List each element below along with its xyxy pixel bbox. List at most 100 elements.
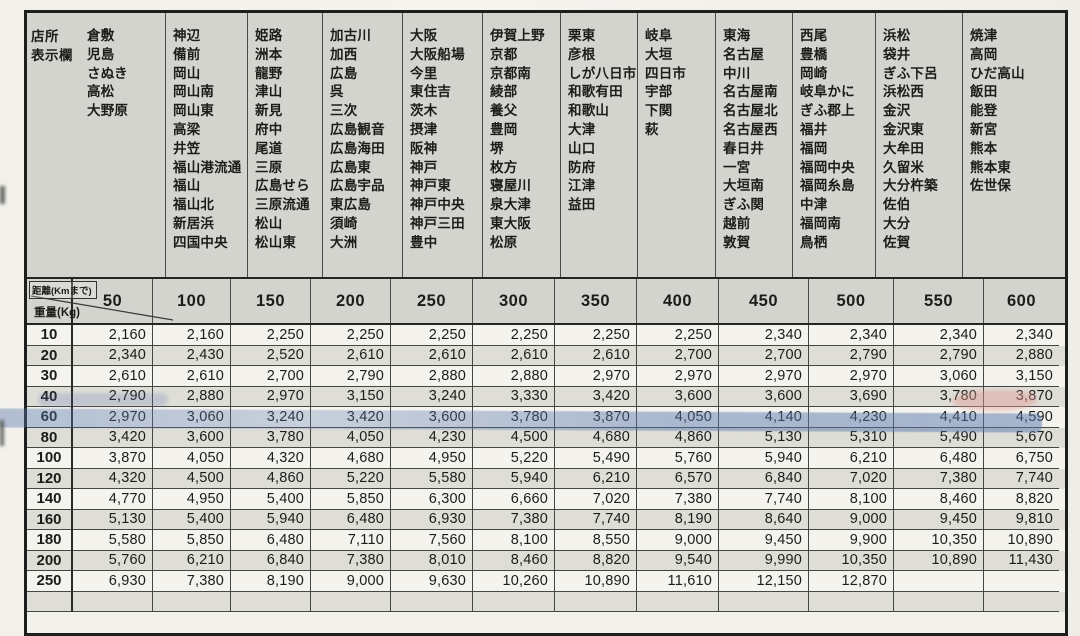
- station-name: 大垣南: [723, 178, 765, 194]
- station-name: 枚方: [490, 159, 518, 175]
- station-cell: 焼津 高岡 ひだ高山 飯田 能登 新宮 熊本 熊本東 佐世保: [963, 13, 1059, 277]
- station-name: ぎふ関: [723, 197, 765, 213]
- station-name: 佐賀: [883, 234, 911, 250]
- rate-cell: 2,610: [153, 366, 231, 387]
- station-name: 名古屋西: [723, 121, 778, 137]
- rate-cell: 6,840: [719, 468, 809, 489]
- rate-cell: 2,340: [73, 345, 153, 366]
- station-name: 備前: [173, 46, 201, 62]
- rate-cell: 3,870: [73, 448, 153, 469]
- rate-cell: [231, 591, 311, 612]
- station-name: 四日市: [645, 65, 687, 81]
- station-name: 大分杵築: [883, 178, 938, 194]
- station-name: 京都: [490, 46, 518, 62]
- weight-cell: 120: [27, 468, 73, 489]
- station-name: 福岡中央: [800, 159, 855, 175]
- rate-cell: 12,870: [809, 571, 894, 592]
- distance-header-cell: 350: [555, 279, 637, 323]
- station-name: 名古屋南: [723, 84, 778, 100]
- station-name: 広島東: [330, 159, 372, 175]
- station-cell: 東海 名古屋 中川 名古屋南 名古屋北 名古屋西 春日井 一宮 大垣南 ぎふ関 越前 敦賀: [716, 13, 793, 277]
- station-name: 広島海田: [330, 140, 385, 156]
- rate-cell: 3,060: [894, 366, 984, 387]
- rate-cell: [637, 591, 719, 612]
- station-cell: 加古川 加西 広島呉三次 広島観音 広島海田 広島東 広島宇品 東広島 須崎 大洲: [323, 13, 403, 277]
- rate-cell: 3,600: [153, 427, 231, 448]
- rate-cell: 2,700: [637, 345, 719, 366]
- station-name: 福山: [173, 178, 201, 194]
- station-name: 東住吉: [410, 84, 452, 100]
- rate-cell: 2,790: [311, 366, 391, 387]
- rate-cell: 8,460: [473, 550, 555, 571]
- table-row: 60 2,970 3,060 3,240 3,420 3,600 3,780 3,870 4,0…: [27, 407, 1065, 428]
- rate-cell: 2,610: [555, 345, 637, 366]
- rate-cell: 12,150: [719, 571, 809, 592]
- rate-cell: 9,900: [809, 530, 894, 551]
- station-cell: 大阪 大阪船場 今里 東住吉 茨木 摂津 阪神 神戸 神戸東 神戸中央 神戸三田 豊中: [403, 13, 483, 277]
- station-name: 松原: [490, 234, 518, 250]
- rate-cell: 6,300: [391, 489, 473, 510]
- rate-cell: [311, 591, 391, 612]
- station-name: 福岡糸島: [800, 178, 855, 194]
- station-name: 名古屋北: [723, 103, 778, 119]
- station-name: 広島: [330, 65, 358, 81]
- rate-cell: 2,970: [231, 386, 311, 407]
- table-row: 250 6,930 7,380 8,190 9,000 9,630 10,260 10,890…: [27, 571, 1065, 592]
- rate-cell: 6,930: [391, 509, 473, 530]
- rate-cell: [984, 592, 1059, 612]
- rate-cell: 7,740: [719, 489, 809, 510]
- rate-cell: 2,340: [719, 325, 809, 346]
- rate-cell: 2,970: [809, 366, 894, 387]
- rate-cell: 2,340: [984, 325, 1059, 346]
- rate-cell: 7,380: [473, 509, 555, 530]
- station-name: 井笠: [173, 140, 201, 156]
- station-list: 倉敷 児島 さぬき 高松 大野原: [87, 27, 163, 277]
- rate-cell: 9,540: [637, 550, 719, 571]
- station-name: 防府: [568, 159, 596, 175]
- station-name: 豊中: [410, 234, 438, 250]
- station-name: 府中: [255, 121, 283, 137]
- station-name: 新居浜: [173, 215, 215, 231]
- rate-cell: 5,490: [894, 427, 984, 448]
- rate-cell: 6,210: [555, 468, 637, 489]
- station-name: 茨木: [410, 103, 438, 119]
- station-names-band: 店所 表示欄 倉敷 児島 さぬき 高松 大野原 神辺 備前 岡山 岡山南 岡山東 高梁 井笠 福山港流…: [27, 13, 1065, 279]
- station-name: 姫路: [255, 28, 283, 43]
- station-name: 宇部: [645, 84, 673, 100]
- rate-table-sheet: 店所 表示欄 倉敷 児島 さぬき 高松 大野原 神辺 備前 岡山 岡山南 岡山東 高梁 井笠 福山港流…: [24, 10, 1068, 636]
- rate-cell: 4,050: [153, 448, 231, 469]
- table-row: 80 3,420 3,600 3,780 4,050 4,230 4,500 4,680 4,8…: [27, 427, 1065, 448]
- rate-cell: 2,970: [73, 407, 153, 428]
- station-name: 大分: [883, 215, 911, 231]
- weight-cell: 250: [27, 571, 73, 592]
- weight-cell: 200: [27, 550, 73, 571]
- rate-cell: 5,760: [637, 448, 719, 469]
- rate-cell: 8,820: [984, 489, 1059, 510]
- rate-cell: [73, 591, 153, 612]
- distance-header-cell: 100: [153, 279, 231, 323]
- station-name: 中津: [800, 197, 828, 213]
- rate-cell: 4,860: [231, 468, 311, 489]
- rate-cell: 8,190: [637, 509, 719, 530]
- station-name: 東海: [723, 28, 751, 43]
- station-name: 倉敷: [87, 28, 115, 43]
- rate-cell: 7,020: [555, 489, 637, 510]
- rate-cell: 6,210: [809, 448, 894, 469]
- station-name: 焼津: [970, 28, 998, 43]
- distance-header-cell: 500: [809, 279, 894, 323]
- station-name: 西尾: [800, 28, 828, 43]
- rate-cell: 3,870: [555, 407, 637, 428]
- rate-cell: 5,760: [73, 550, 153, 571]
- corner-cell: [27, 279, 73, 323]
- table-row: 20 2,340 2,430 2,520 2,610 2,610 2,610 2,610 2,7…: [27, 345, 1065, 366]
- station-name: 佐伯: [883, 197, 911, 213]
- rate-cell: 5,490: [555, 448, 637, 469]
- rate-cell: 10,350: [894, 530, 984, 551]
- station-name: ぎふ下呂: [883, 65, 938, 81]
- weight-cell: 100: [27, 448, 73, 469]
- station-name: 児島: [87, 46, 115, 62]
- rate-cell: [555, 591, 637, 612]
- station-name: 養父: [490, 103, 518, 119]
- distance-header-cell: 250: [391, 279, 473, 323]
- table-row: 30 2,610 2,610 2,700 2,790 2,880 2,880 2,970 2,9…: [27, 366, 1065, 387]
